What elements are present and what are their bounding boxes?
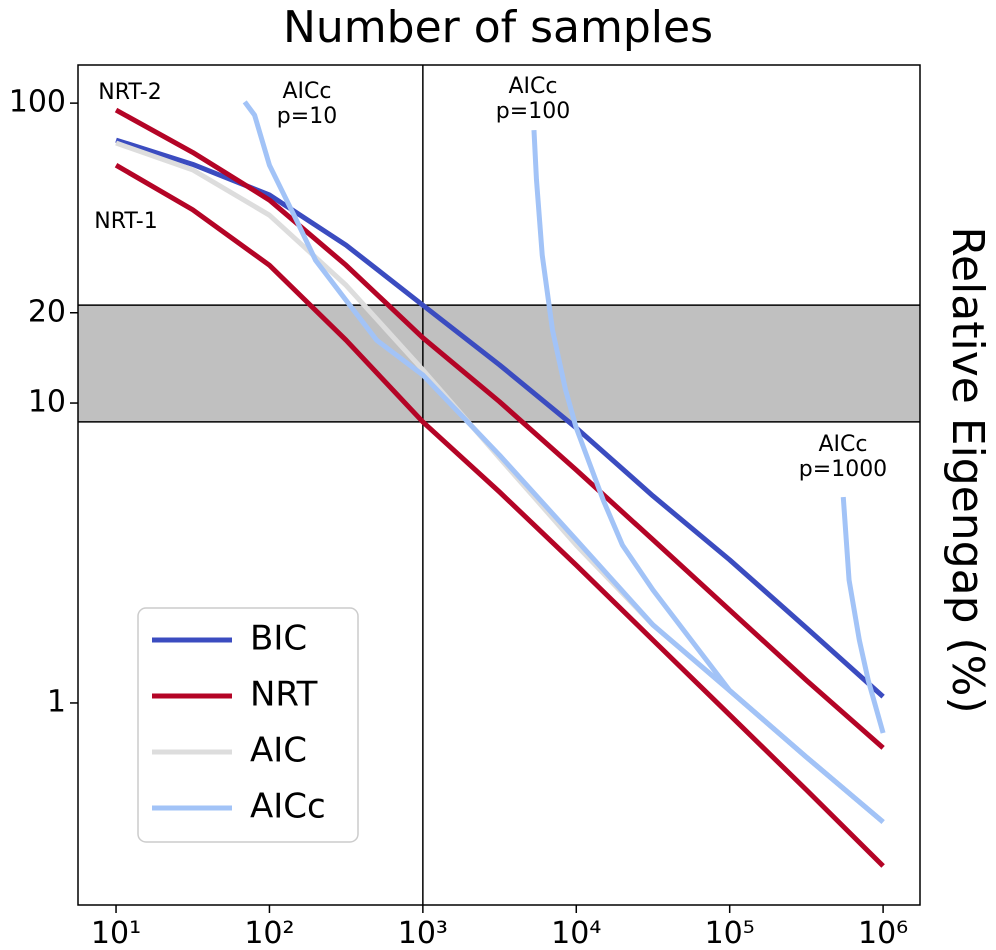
y-tick-label: 20 bbox=[28, 294, 66, 329]
line bbox=[840, 496, 886, 734]
y-tick-label: 10 bbox=[28, 385, 66, 420]
legend: BIC NRT AIC AICc bbox=[137, 607, 359, 843]
x-tick-label: 10³ bbox=[398, 916, 448, 950]
y-axis-label: Relative Eigengap (%) bbox=[942, 226, 993, 713]
curve-label: AICc bbox=[283, 79, 332, 104]
legend-label: AIC bbox=[250, 731, 307, 771]
curve-label: NRT-2 bbox=[98, 80, 162, 105]
legend-label: AICc bbox=[250, 787, 326, 827]
curve-label: NRT-1 bbox=[94, 209, 158, 234]
x-tick-label: 10⁵ bbox=[705, 916, 755, 950]
plot-frame bbox=[77, 64, 921, 906]
curve-label: p=100 bbox=[496, 99, 570, 124]
line bbox=[531, 129, 885, 824]
curve-label: p=1000 bbox=[799, 457, 887, 482]
legend-box bbox=[137, 607, 359, 843]
y-tick-label: 1 bbox=[47, 684, 66, 719]
x-tick-label: 10⁶ bbox=[858, 916, 908, 950]
legend-label: NRT bbox=[250, 675, 318, 715]
curve-label: AICc bbox=[819, 432, 868, 457]
line bbox=[114, 107, 885, 750]
x-tick-label: 10¹ bbox=[91, 916, 141, 950]
x-tick-label: 10² bbox=[244, 916, 294, 950]
curve-label: p=10 bbox=[277, 104, 337, 129]
legend-label: BIC bbox=[250, 619, 307, 659]
line bbox=[242, 100, 885, 824]
line bbox=[114, 163, 885, 868]
curve-label: AICc bbox=[509, 74, 558, 99]
x-tick-label: 10⁴ bbox=[551, 916, 601, 950]
chart-title: Number of samples bbox=[283, 2, 713, 53]
y-tick-label: 100 bbox=[9, 85, 66, 120]
